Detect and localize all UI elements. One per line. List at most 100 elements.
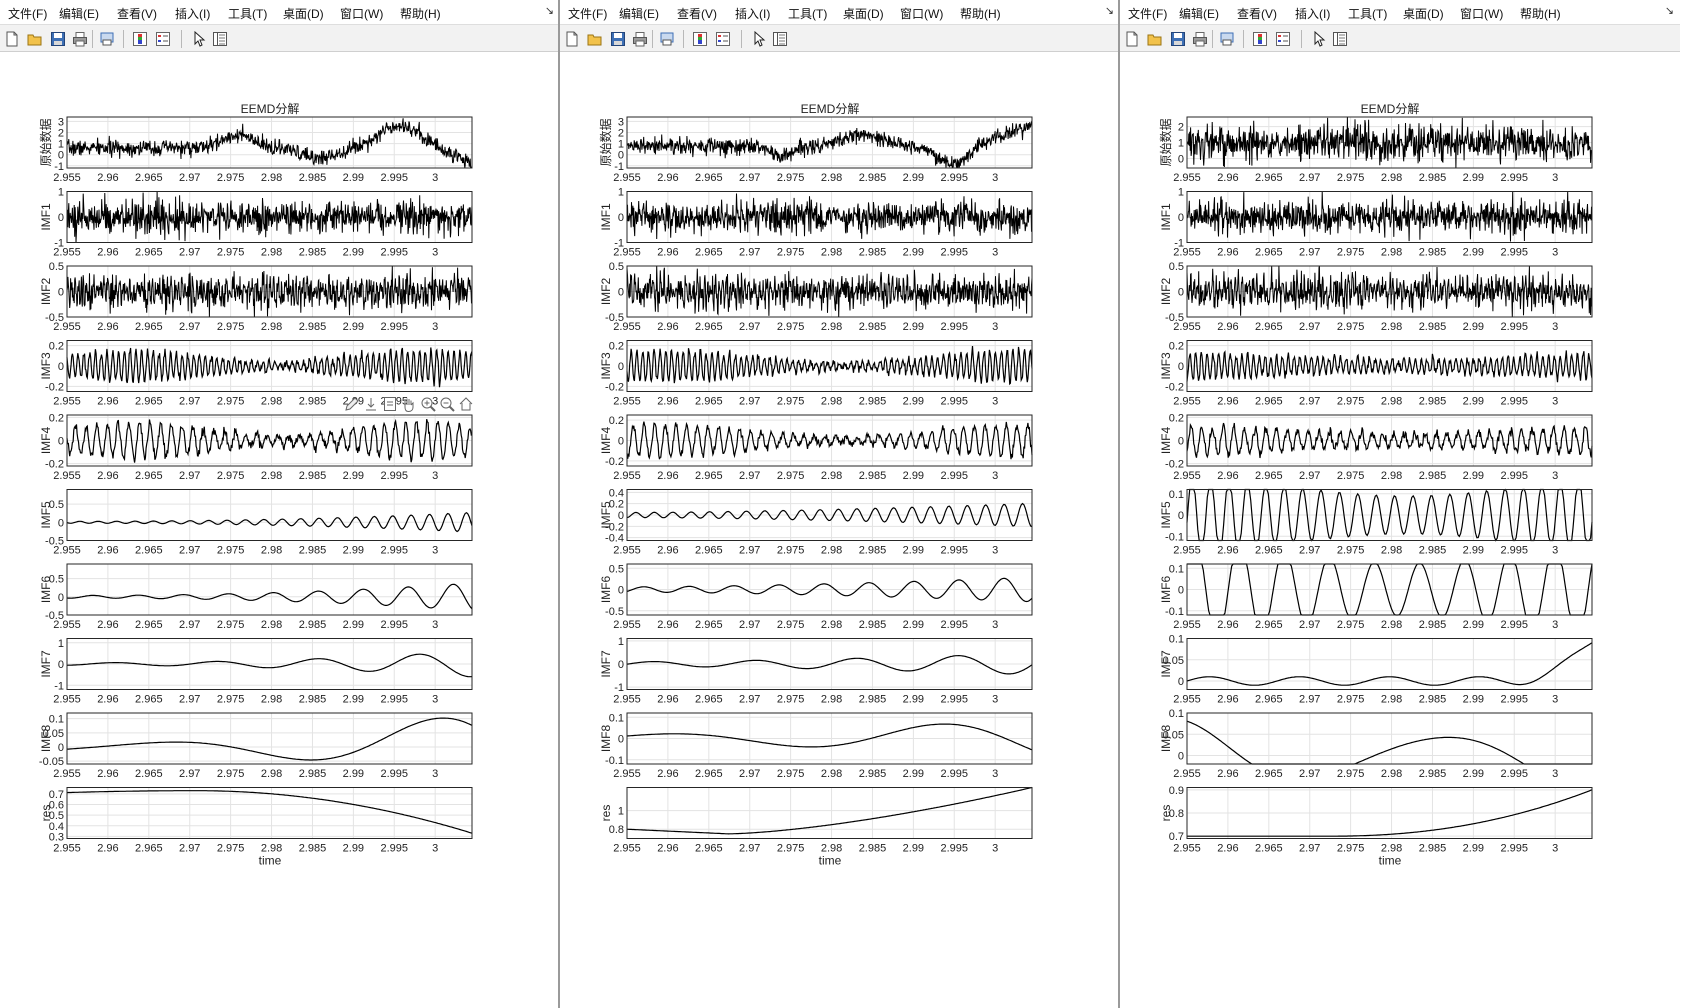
insert-legend-icon[interactable] — [1275, 31, 1291, 47]
menu-item-1[interactable]: 编辑(E) — [1179, 7, 1219, 21]
restore-view-home-icon[interactable] — [458, 396, 474, 412]
subplot-imf2[interactable]: 2.955 2.96 2.965 2.97 2.975 2.98 2.985 2.99 2.99… — [1159, 261, 1593, 333]
menu-item-5[interactable]: 桌面(D) — [843, 7, 884, 21]
menu-item-6[interactable]: 窗口(W) — [340, 7, 384, 21]
menu-item-4[interactable]: 工具(T) — [1348, 7, 1388, 21]
subplot-imf8[interactable]: 2.955 2.96 2.965 2.97 2.975 2.98 2.985 2.99 2.99… — [39, 712, 473, 780]
export-icon[interactable] — [382, 396, 398, 412]
menu-item-0[interactable]: 文件(F) — [568, 7, 608, 21]
menu-item-4[interactable]: 工具(T) — [228, 7, 268, 21]
print-preview-icon[interactable] — [1219, 31, 1235, 47]
menu-item-2[interactable]: 查看(V) — [117, 7, 157, 21]
x-tick-label: 2.96 — [1217, 545, 1238, 557]
menu-item-1[interactable]: 编辑(E) — [59, 7, 99, 21]
brush-icon[interactable] — [344, 396, 360, 412]
subplot-imf5[interactable]: 2.955 2.96 2.965 2.97 2.975 2.98 2.985 2.99 2.99… — [39, 489, 473, 557]
save-icon[interactable] — [610, 31, 626, 47]
subplot-imf3[interactable]: 2.9552.962.9652.972.9752.982.9852.992.99… — [39, 340, 473, 408]
print-preview-icon[interactable] — [99, 31, 115, 47]
save-icon[interactable] — [1170, 31, 1186, 47]
subplot-imf2[interactable]: 2.955 2.96 2.965 2.97 2.975 2.98 2.985 2.99 2.99… — [599, 261, 1033, 333]
subplot-imf5[interactable]: 2.955 2.96 2.965 2.97 2.975 2.98 2.985 2.99 2.99… — [599, 487, 1033, 557]
menu-item-3[interactable]: 插入(I) — [1295, 7, 1331, 21]
insert-legend-icon[interactable] — [715, 31, 731, 47]
x-tick-label: 2.955 — [1173, 470, 1201, 482]
subplot-imf7[interactable]: 2.955 2.96 2.965 2.97 2.975 2.98 2.985 2.99 2.99… — [599, 636, 1033, 706]
zoom-out-icon[interactable] — [439, 396, 455, 412]
menu-item-6[interactable]: 窗口(W) — [1460, 7, 1504, 21]
new-figure-icon[interactable] — [4, 31, 20, 47]
data-tips-icon[interactable] — [363, 396, 379, 412]
insert-colorbar-icon[interactable] — [1252, 31, 1268, 47]
subplot-imf8[interactable]: 2.955 2.96 2.965 2.97 2.975 2.98 2.985 2.99 2.99… — [1159, 708, 1593, 780]
print-icon[interactable] — [1192, 31, 1208, 47]
subplot-imf6[interactable]: 2.955 2.96 2.965 2.97 2.975 2.98 2.985 2.99 2.99… — [1159, 563, 1593, 631]
subplot-imf4[interactable]: 2.955 2.96 2.965 2.97 2.975 2.98 2.985 2.99 2.99… — [39, 412, 473, 482]
subplot-imf4[interactable]: 2.955 2.96 2.965 2.97 2.975 2.98 2.985 2.99 2.99… — [1159, 412, 1593, 482]
subplot-imf7[interactable]: 2.955 2.96 2.965 2.97 2.975 2.98 2.985 2.99 2.99… — [39, 638, 473, 706]
subplot-imf1[interactable]: 2.955 2.96 2.965 2.97 2.975 2.98 2.985 2.99 2.99… — [39, 187, 473, 259]
new-figure-icon[interactable] — [564, 31, 580, 47]
signal-line-imf2 — [1186, 265, 1593, 318]
subplot-原始数据[interactable]: 2.955 2.96 2.965 2.97 2.975 2.98 2.985 2.99 2.99… — [598, 116, 1033, 184]
subplot-imf1[interactable]: 2.955 2.96 2.965 2.97 2.975 2.98 2.985 2.99 2.99… — [1159, 187, 1593, 259]
subplot-原始数据[interactable]: 2.955 2.96 2.965 2.97 2.975 2.98 2.985 2.99 2.99… — [38, 116, 473, 184]
zoom-in-icon[interactable] — [420, 396, 436, 412]
property-inspector-icon[interactable] — [772, 31, 788, 47]
menu-item-0[interactable]: 文件(F) — [8, 7, 48, 21]
save-icon[interactable] — [50, 31, 66, 47]
open-file-icon[interactable] — [1147, 31, 1163, 47]
property-inspector-icon[interactable] — [1332, 31, 1348, 47]
subplot-res[interactable]: 2.955 2.96 2.965 2.97 2.975 2.98 2.985 2.99 2.99… — [39, 787, 473, 855]
x-tick-label: 2.955 — [53, 843, 81, 855]
insert-legend-icon[interactable] — [155, 31, 171, 47]
menu-item-3[interactable]: 插入(I) — [175, 7, 211, 21]
menu-item-2[interactable]: 查看(V) — [1237, 7, 1277, 21]
subplot-imf4[interactable]: 2.955 2.96 2.965 2.97 2.975 2.98 2.985 2.99 2.99… — [599, 414, 1033, 482]
menu-item-7[interactable]: 帮助(H) — [400, 7, 441, 21]
open-file-icon[interactable] — [27, 31, 43, 47]
menu-item-7[interactable]: 帮助(H) — [1520, 7, 1561, 21]
subplot-原始数据[interactable]: 2.955 2.96 2.965 2.97 2.975 2.98 2.985 2.99 2.99… — [1158, 116, 1593, 184]
menu-item-2[interactable]: 查看(V) — [677, 7, 717, 21]
edit-plot-cursor-icon[interactable] — [191, 30, 207, 47]
undock-arrow-icon[interactable]: ↘ — [544, 5, 554, 17]
menu-item-6[interactable]: 窗口(W) — [900, 7, 944, 21]
undock-arrow-icon[interactable]: ↘ — [1104, 5, 1114, 17]
y-axis-label: IMF5 — [39, 501, 53, 529]
print-icon[interactable] — [72, 31, 88, 47]
menu-item-3[interactable]: 插入(I) — [735, 7, 771, 21]
print-icon[interactable] — [632, 31, 648, 47]
subplot-imf8[interactable]: 2.955 2.96 2.965 2.97 2.975 2.98 2.985 2.99 2.99… — [599, 712, 1033, 780]
menu-item-1[interactable]: 编辑(E) — [619, 7, 659, 21]
insert-colorbar-icon[interactable] — [692, 31, 708, 47]
x-tick-label: 3 — [992, 470, 998, 482]
edit-plot-cursor-icon[interactable] — [751, 30, 767, 47]
subplot-imf6[interactable]: 2.955 2.96 2.965 2.97 2.975 2.98 2.985 2.99 2.99… — [599, 563, 1033, 631]
subplot-imf6[interactable]: 2.955 2.96 2.965 2.97 2.975 2.98 2.985 2.99 2.99… — [39, 563, 473, 631]
open-file-icon[interactable] — [587, 31, 603, 47]
menu-item-5[interactable]: 桌面(D) — [283, 7, 324, 21]
subplot-res[interactable]: 2.955 2.96 2.965 2.97 2.975 2.98 2.985 2.99 2.99… — [599, 786, 1033, 855]
property-inspector-icon[interactable] — [212, 31, 228, 47]
print-preview-icon[interactable] — [659, 31, 675, 47]
menu-item-7[interactable]: 帮助(H) — [960, 7, 1001, 21]
pan-hand-icon[interactable] — [401, 396, 417, 413]
new-figure-icon[interactable] — [1124, 31, 1140, 47]
subplot-imf7[interactable]: 2.955 2.96 2.965 2.97 2.975 2.98 2.985 2.99 2.99… — [1159, 634, 1593, 706]
axes-box — [66, 489, 473, 541]
undock-arrow-icon[interactable]: ↘ — [1664, 5, 1674, 17]
menu-item-0[interactable]: 文件(F) — [1128, 7, 1168, 21]
menu-item-5[interactable]: 桌面(D) — [1403, 7, 1444, 21]
subplot-imf1[interactable]: 2.955 2.96 2.965 2.97 2.975 2.98 2.985 2.99 2.99… — [599, 187, 1033, 259]
menu-item-4[interactable]: 工具(T) — [788, 7, 828, 21]
edit-plot-cursor-icon[interactable] — [1311, 30, 1327, 47]
subplot-imf5[interactable]: 2.955 2.96 2.965 2.97 2.975 2.98 2.985 2.99 2.99… — [1159, 488, 1593, 557]
insert-colorbar-icon[interactable] — [132, 31, 148, 47]
subplot-imf2[interactable]: 2.955 2.96 2.965 2.97 2.975 2.98 2.985 2.99 2.99… — [39, 261, 473, 333]
x-tick-label: 2.98 — [821, 843, 842, 855]
subplot-res[interactable]: 2.955 2.96 2.965 2.97 2.975 2.98 2.985 2.99 2.99… — [1159, 785, 1593, 855]
figure-window-2: 文件(F) 编辑(E) 查看(V) 插入(I) 工具(T) 桌面(D) 窗口(W) 帮助(H)… — [560, 0, 1120, 1008]
